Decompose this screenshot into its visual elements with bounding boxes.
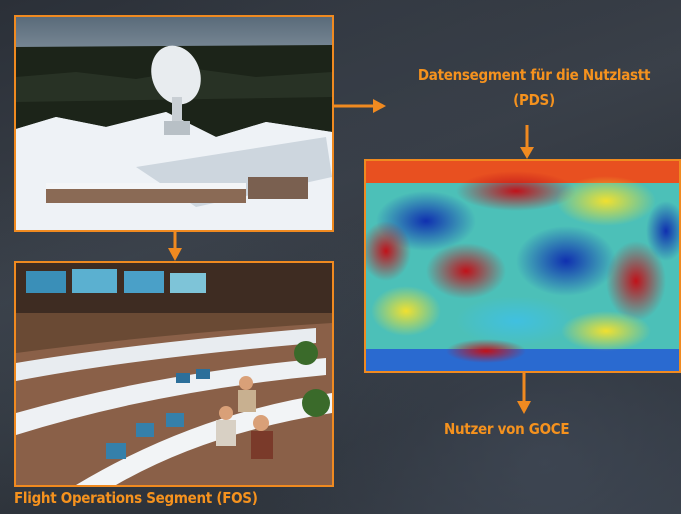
arrow-down-icon — [517, 373, 531, 414]
arrow-right-icon — [334, 99, 386, 113]
pds-label-line1: Datensegment für die Nutzlastt — [417, 66, 651, 84]
pds-label-line2: (PDS) — [513, 91, 555, 109]
control-room-photo — [14, 261, 334, 487]
gravity-field-map — [364, 159, 681, 373]
fos-label: Flight Operations Segment (FOS) — [14, 489, 258, 507]
ground-station-photo — [14, 15, 334, 232]
users-label: Nutzer von GOCE — [444, 420, 570, 438]
arrow-down-icon — [520, 125, 534, 159]
arrow-down-icon — [168, 232, 182, 261]
